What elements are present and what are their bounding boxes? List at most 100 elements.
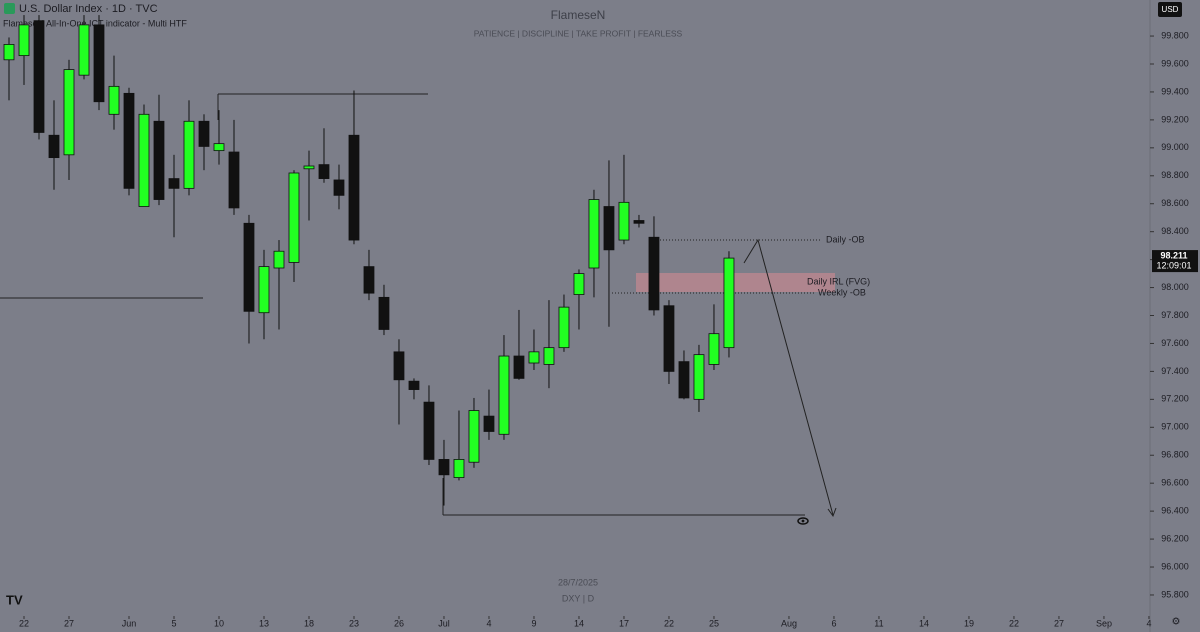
- candle-body: [258, 266, 270, 314]
- candle-body: [603, 206, 615, 251]
- candle-body: [663, 305, 675, 372]
- y-tick-label: 95.800: [1161, 589, 1189, 599]
- x-tick-label: 26: [394, 618, 404, 628]
- candle-body: [633, 220, 645, 224]
- settings-icon[interactable]: ⚙: [1172, 617, 1181, 628]
- y-tick-label: 99.600: [1161, 58, 1189, 68]
- y-tick-label: 97.600: [1161, 338, 1189, 348]
- y-tick-label: 99.200: [1161, 114, 1189, 124]
- y-tick-label: 98.000: [1161, 282, 1189, 292]
- x-tick-label: 25: [709, 618, 719, 628]
- x-tick-label: 22: [19, 618, 29, 628]
- x-tick-label: 4: [1146, 618, 1151, 628]
- candle-body: [213, 143, 225, 152]
- candle-body: [303, 165, 315, 170]
- candle-body: [33, 20, 45, 133]
- annotation: Weekly -OB: [818, 287, 866, 297]
- candle-body: [723, 257, 735, 349]
- y-tick-label: 98.400: [1161, 226, 1189, 236]
- date-stamp: 28/7/2025: [558, 577, 598, 587]
- candle-body: [153, 120, 165, 200]
- y-tick-label: 96.600: [1161, 478, 1189, 488]
- x-tick-label: 13: [259, 618, 269, 628]
- candle-body: [273, 250, 285, 269]
- y-tick-label: 97.800: [1161, 310, 1189, 320]
- x-tick-label: Aug: [781, 618, 797, 628]
- candle-body: [123, 92, 135, 189]
- y-tick-label: 96.800: [1161, 450, 1189, 460]
- candle-body: [483, 415, 495, 432]
- y-tick-label: 98.800: [1161, 170, 1189, 180]
- y-tick-label: 99.000: [1161, 142, 1189, 152]
- candle-body: [183, 120, 195, 189]
- candle-body: [78, 24, 90, 76]
- indicator-name: FlameseN All-In-One ICT indicator - Mult…: [3, 18, 187, 28]
- candle-body: [393, 351, 405, 381]
- y-tick-label: 96.000: [1161, 561, 1189, 571]
- y-tick-label: 96.400: [1161, 506, 1189, 516]
- y-tick-label: 97.200: [1161, 394, 1189, 404]
- y-tick-label: 97.000: [1161, 422, 1189, 432]
- x-tick-label: 27: [1054, 618, 1064, 628]
- x-tick-label: 11: [874, 618, 883, 628]
- candle-body: [648, 236, 660, 311]
- symbol-stamp: DXY | D: [562, 593, 595, 603]
- candle-body: [423, 401, 435, 460]
- candle-body: [3, 44, 15, 61]
- x-tick-label: 19: [964, 618, 974, 628]
- watermark: FlameseN: [551, 8, 606, 22]
- candle-body: [288, 172, 300, 263]
- logo: TV: [6, 592, 23, 607]
- x-tick-label: 18: [304, 618, 314, 628]
- candle-body: [543, 347, 555, 365]
- annotation: Daily IRL (FVG): [807, 276, 870, 286]
- fvg-zone: [636, 273, 835, 292]
- candle-body: [693, 354, 705, 400]
- x-tick-label: Sep: [1096, 618, 1112, 628]
- candle-body: [438, 459, 450, 476]
- last-price: 98.211: [1160, 250, 1187, 260]
- candle-body: [198, 120, 210, 147]
- candle-body: [678, 361, 690, 399]
- x-tick-label: Jul: [438, 618, 450, 628]
- x-tick-label: 10: [214, 618, 224, 628]
- candle-body: [18, 24, 30, 57]
- symbol-icon: [4, 3, 15, 14]
- candle-body: [348, 134, 360, 241]
- candle-body: [618, 201, 630, 241]
- x-tick-label: 27: [64, 618, 74, 628]
- candle-body: [573, 273, 585, 295]
- candle-body: [378, 296, 390, 330]
- candle-body: [528, 351, 540, 364]
- candle-body: [558, 306, 570, 349]
- currency: USD: [1162, 5, 1179, 14]
- candle-body: [168, 178, 180, 189]
- currency-box[interactable]: [1158, 2, 1182, 17]
- subtitle: PATIENCE | DISCIPLINE | TAKE PROFIT | FE…: [474, 28, 683, 38]
- candle-body: [63, 69, 75, 156]
- x-tick-label: 22: [1009, 618, 1019, 628]
- x-tick-label: 6: [831, 618, 836, 628]
- countdown: 12:09:01: [1156, 260, 1191, 270]
- candle-body: [453, 459, 465, 478]
- y-tick-label: 96.200: [1161, 533, 1189, 543]
- projection-arrow: [743, 238, 834, 516]
- candle-body: [708, 333, 720, 365]
- candle-body: [333, 179, 345, 196]
- x-tick-label: 4: [486, 618, 491, 628]
- candle-body: [363, 266, 375, 294]
- eye-icon[interactable]: [797, 517, 809, 525]
- candle-body: [498, 355, 510, 435]
- x-tick-label: 14: [919, 618, 929, 628]
- eye-icon-pupil: [801, 519, 805, 523]
- x-tick-label: 22: [664, 618, 674, 628]
- candle-body: [138, 113, 150, 207]
- arrow-head: [827, 507, 837, 518]
- x-tick-label: Jun: [122, 618, 137, 628]
- x-tick-label: 17: [619, 618, 629, 628]
- annotation: Daily -OB: [826, 234, 865, 244]
- x-tick-label: 23: [349, 618, 359, 628]
